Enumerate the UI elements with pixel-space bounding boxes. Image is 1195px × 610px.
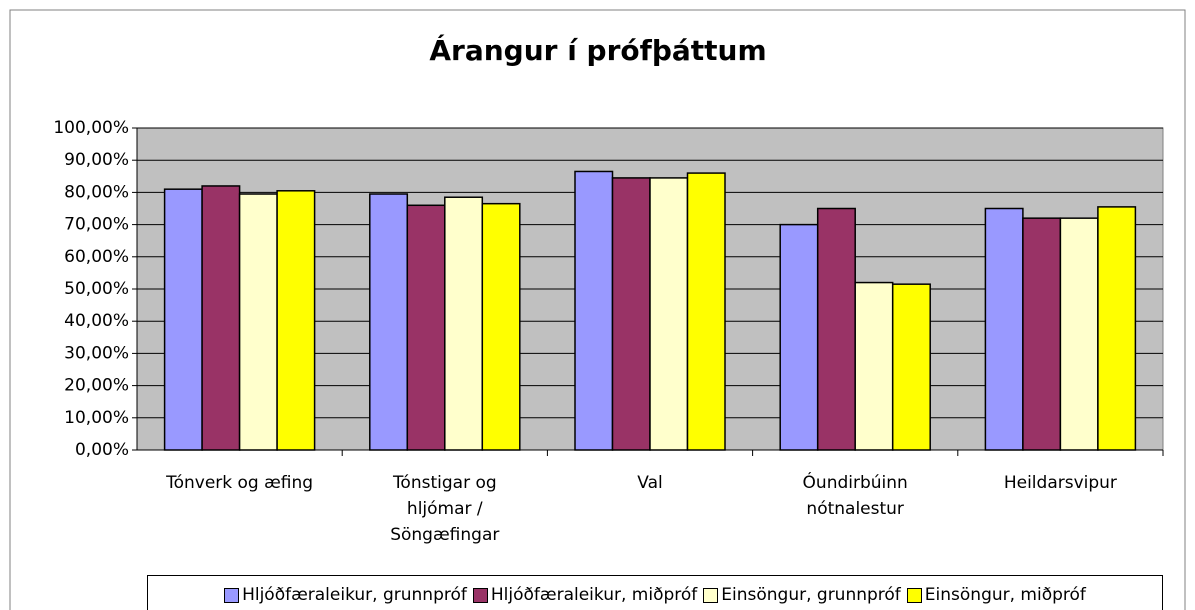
x-tick-label: Val [637,473,663,493]
legend-item: Einsöngur, grunnpróf [703,585,901,605]
legend-label: Einsöngur, grunnpróf [721,585,901,605]
bar [611,177,651,451]
legend-swatch [224,587,240,603]
y-tick-label: 40,00% [64,311,129,331]
y-tick-label: 70,00% [64,215,129,235]
legend-swatch [703,587,719,603]
legend-swatch [472,587,488,603]
chart-title: Árangur í prófþáttum [429,33,766,67]
x-tick-label: Óundirbúinn nótnalestur [802,473,908,519]
bar [1059,217,1099,451]
bar [201,185,241,451]
y-tick-label: 50,00% [64,279,129,299]
bar [984,207,1024,451]
bar [891,283,931,451]
y-tick-label: 10,00% [64,408,129,428]
x-tick-label: Heildarsvipur [1003,473,1117,493]
legend: Hljóðfæraleikur, grunnpróf Hljóðfæraleiku… [147,575,1163,610]
bar [1022,217,1062,451]
bar [369,193,409,451]
bar [649,177,689,451]
x-tick-label: Tónstigar og hljómar / Söngæfingar [390,473,500,545]
legend-item: Hljóðfæraleikur, miðpróf [472,585,698,605]
legend-item: Einsöngur, miðpróf [906,585,1086,605]
bar [1097,206,1137,451]
legend-item: Hljóðfæraleikur, grunnpróf [224,585,467,605]
y-tick-label: 30,00% [64,343,129,363]
x-tick-label: Tónverk og æfing [166,473,314,493]
bar [276,190,316,451]
bar [686,172,726,451]
y-tick-label: 80,00% [64,182,129,202]
y-tick-label: 20,00% [64,376,129,396]
bar [163,188,203,451]
bar [481,202,521,451]
bar [238,193,278,451]
y-tick-label: 0,00% [75,440,129,460]
bar [574,170,614,451]
legend-label: Hljóðfæraleikur, grunnpróf [242,585,467,605]
y-tick-label: 90,00% [64,150,129,170]
legend-label: Hljóðfæraleikur, miðpróf [490,585,698,605]
bar [779,223,819,451]
bar [816,207,856,451]
y-tick-label: 100,00% [53,118,129,138]
bar [406,204,446,451]
bar [444,196,484,451]
y-tick-label: 60,00% [64,247,129,267]
legend-swatch [906,587,922,603]
bar [854,281,894,451]
legend-label: Einsöngur, miðpróf [924,585,1086,605]
